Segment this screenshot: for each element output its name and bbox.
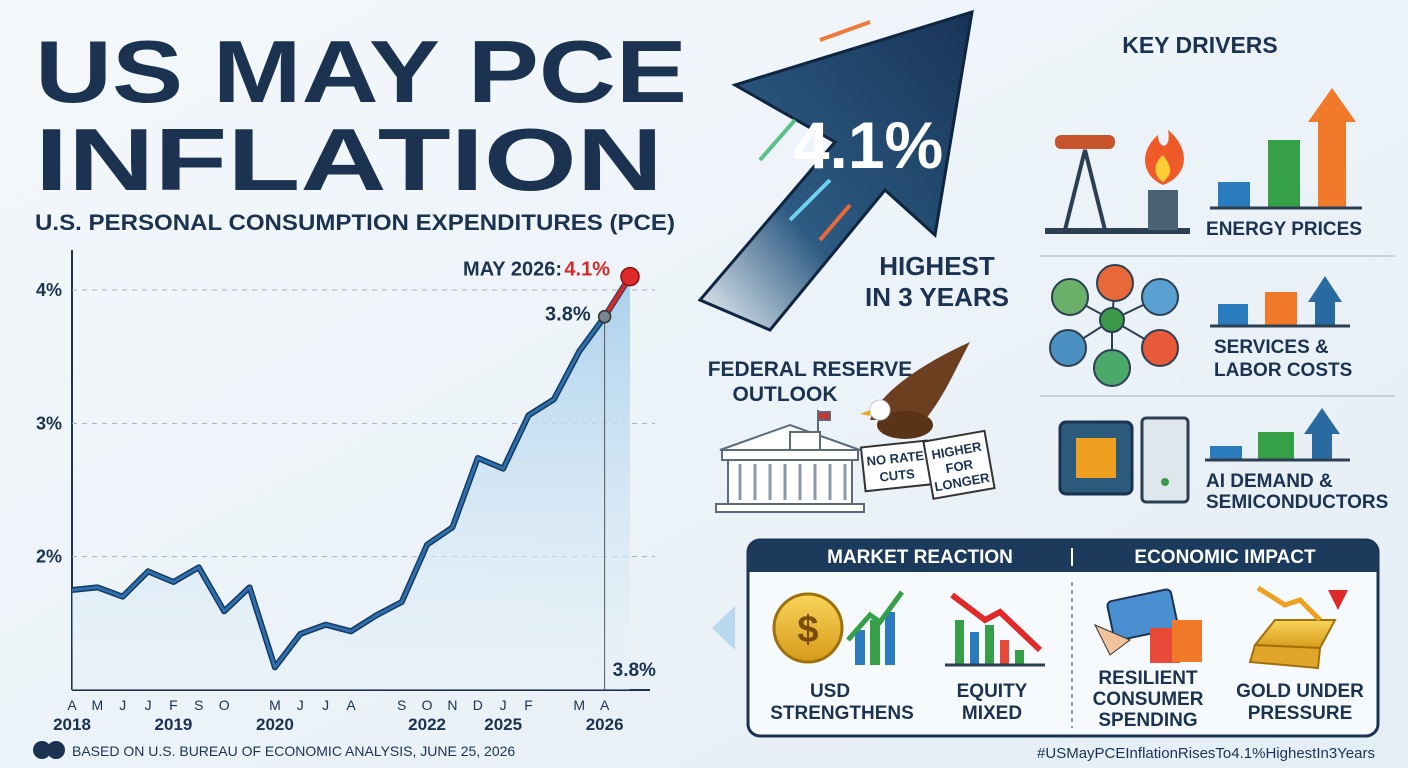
x-tick-label: O	[422, 697, 433, 713]
panel-item: PRESSURE	[1248, 703, 1353, 724]
year-label: 2026	[586, 715, 624, 734]
arrow-shape	[697, 9, 974, 332]
x-tick-label: M	[269, 697, 281, 713]
x-tick-label: J	[500, 697, 507, 713]
sign-text: FOR	[944, 456, 974, 476]
source: BASED ON U.S. BUREAU OF ECONOMIC ANALYSI…	[72, 743, 515, 759]
fed-columns	[738, 464, 847, 500]
area	[72, 276, 630, 690]
y-tick-label: 3%	[36, 413, 62, 433]
x-tick-label: J	[119, 697, 126, 713]
x-tick-label: A	[600, 697, 610, 713]
equity-icon	[945, 592, 1045, 667]
annotation: MAY 2026:	[463, 259, 562, 281]
point	[620, 266, 640, 287]
driver-label: SERVICES &	[1214, 337, 1329, 358]
value-label: 3.8%	[545, 304, 591, 326]
x-tick-label: M	[573, 697, 585, 713]
x-tick-label: S	[194, 697, 203, 713]
bars-icon	[1210, 276, 1350, 328]
x-tick-label: J	[297, 697, 304, 713]
x-tick-label: D	[473, 697, 483, 713]
x-tick-label: O	[219, 697, 230, 713]
panel-item: RESILIENT	[1098, 668, 1198, 689]
panel-header: ECONOMIC IMPACT	[1134, 547, 1316, 568]
panel-item: MIXED	[962, 703, 1022, 724]
chevron	[712, 606, 735, 650]
panel-item: STRENGTHENS	[770, 703, 914, 724]
year-label: 2025	[484, 715, 522, 734]
line	[71, 275, 632, 669]
streak	[818, 203, 852, 242]
year-label: 2018	[53, 715, 91, 734]
panel	[712, 538, 1380, 738]
headline-note: IN 3 YEARS	[865, 282, 1009, 312]
panel-item: USD	[810, 681, 850, 702]
x-tick-label: F	[169, 697, 178, 713]
streak	[819, 20, 871, 42]
year-label: 2019	[155, 715, 193, 734]
panel-item: GOLD UNDER	[1236, 681, 1364, 702]
title: US MAY PCE	[35, 22, 687, 121]
value-label: 4.1%	[564, 259, 610, 281]
x-tick-label: A	[67, 697, 77, 713]
y-tick-label: 2%	[36, 547, 62, 567]
fed-title: FEDERAL RESERVE	[708, 358, 913, 381]
headline-value: 4.1%	[793, 108, 943, 182]
svg-text:$: $	[797, 609, 818, 651]
services-icon	[1049, 264, 1179, 387]
driver-label: ENERGY PRICES	[1206, 219, 1362, 240]
headline-arrow: 4.1%	[697, 9, 974, 332]
panel-item: CONSUMER	[1093, 689, 1204, 710]
panel-item: EQUITY	[957, 681, 1028, 702]
fed-title: OUTLOOK	[733, 383, 838, 406]
driver-label: SEMICONDUCTORS	[1206, 492, 1388, 513]
title: INFLATION	[35, 110, 663, 209]
consumer-icon	[1093, 588, 1202, 663]
chip-icon	[1058, 416, 1190, 504]
year-label: 2020	[256, 715, 294, 734]
streak	[758, 118, 797, 162]
bars-icon	[1205, 408, 1350, 462]
subtitle: U.S. PERSONAL CONSUMPTION EXPENDITURES (…	[35, 210, 675, 235]
gold-icon	[1248, 585, 1348, 670]
x-tick-label: F	[524, 697, 533, 713]
streak	[788, 178, 832, 222]
x-tick-label: M	[92, 697, 104, 713]
y-tick-label: 4%	[36, 280, 62, 300]
usd-icon: $	[772, 590, 905, 665]
x-tick-label: J	[145, 697, 152, 713]
driver-label: LABOR COSTS	[1214, 360, 1352, 381]
sign: HIGHER FOR LONGER	[922, 429, 996, 500]
eagle	[860, 342, 970, 439]
year-label: 2022	[408, 715, 446, 734]
energy-icon	[1045, 130, 1190, 234]
x-tick-label: S	[397, 697, 406, 713]
panel-header: MARKET REACTION	[827, 547, 1013, 568]
bars-icon	[1210, 88, 1362, 210]
drivers-title: KEY DRIVERS	[1122, 32, 1278, 58]
panel-item: SPENDING	[1098, 710, 1197, 731]
driver-label: AI DEMAND &	[1206, 471, 1333, 492]
value-label: 3.8%	[613, 660, 656, 681]
logo	[33, 741, 65, 759]
x-tick-label: J	[322, 697, 329, 713]
x-tick-label: A	[346, 697, 356, 713]
x-tick-label: N	[447, 697, 457, 713]
sign: NO RATE CUTS	[859, 439, 933, 493]
point	[597, 309, 612, 324]
sign-text: NO RATE	[866, 448, 925, 469]
sign-text: CUTS	[879, 466, 916, 485]
hashtag: #USMayPCEInflationRisesTo4.1%HighestIn3Y…	[1037, 745, 1375, 762]
headline-note: HIGHEST	[879, 251, 995, 281]
